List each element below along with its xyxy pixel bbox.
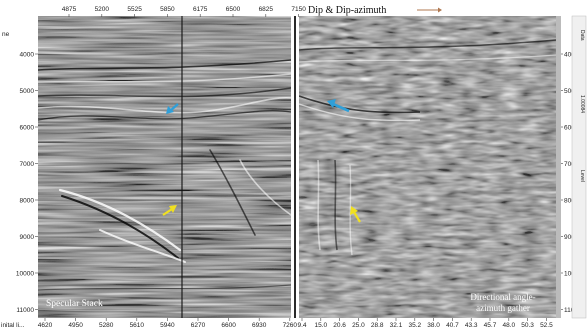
gather-tick-label: 35.2 bbox=[408, 322, 421, 329]
gather-tick-label: 15.0 bbox=[314, 322, 327, 329]
right-depth-tick-label: 5000 bbox=[564, 88, 579, 95]
gather-tick-label: 9.4 bbox=[297, 322, 306, 329]
gather-tick-label: 28.8 bbox=[371, 322, 384, 329]
bottom-tick-label: 4620 bbox=[38, 322, 53, 329]
corner-label: ne bbox=[2, 31, 10, 38]
bottom-tick-label: 5940 bbox=[160, 322, 175, 329]
depth-tick-label: 7000 bbox=[20, 161, 35, 168]
gather-tick-label: 20.6 bbox=[333, 322, 346, 329]
angle-azimuth-gather-panel bbox=[299, 16, 561, 318]
gather-tick-label: 32.1 bbox=[390, 322, 403, 329]
right-caption-line1: Directional angle- bbox=[470, 292, 535, 302]
divider-line bbox=[294, 16, 296, 318]
right-depth-tick-label: 4000 bbox=[564, 51, 579, 58]
depth-tick-label: 11000 bbox=[16, 307, 34, 314]
side-label-data: Data bbox=[579, 30, 585, 41]
side-strip bbox=[571, 15, 587, 319]
right-depth-tick-label: 9000 bbox=[564, 234, 579, 241]
bottom-tick-label: 5610 bbox=[130, 322, 145, 329]
right-depth-tick-label: 6000 bbox=[564, 124, 579, 131]
left-panel-caption: Specular Stack bbox=[46, 299, 103, 309]
specular-stack-panel bbox=[38, 16, 291, 318]
left-top-axis: 4875 5200 5525 5850 6175 6500 6825 7150 bbox=[62, 6, 306, 17]
side-label-value: 1.00084 bbox=[579, 95, 585, 113]
gather-tick-label: 50.3 bbox=[521, 322, 534, 329]
depth-tick-label: 10000 bbox=[16, 270, 34, 277]
blue-arrow-right bbox=[327, 99, 350, 113]
top-tick-label: 4875 bbox=[62, 6, 77, 13]
top-tick-label: 6500 bbox=[226, 6, 241, 13]
gather-overlay bbox=[299, 39, 556, 256]
bottom-tick-label: 6270 bbox=[191, 322, 206, 329]
blue-arrow-left bbox=[166, 103, 179, 114]
depth-tick-label: 9000 bbox=[20, 234, 35, 241]
yellow-arrow-left bbox=[162, 205, 177, 216]
side-label-level: Level bbox=[579, 170, 585, 182]
top-tick-label: 7150 bbox=[291, 6, 306, 13]
bottom-axis-label: inital li... bbox=[1, 322, 25, 329]
top-tick-label: 6825 bbox=[259, 6, 274, 13]
depth-tick-label: 5000 bbox=[20, 88, 35, 95]
right-panel-title: Dip & Dip-azimuth bbox=[308, 5, 386, 16]
depth-tick-label: 6000 bbox=[20, 124, 35, 131]
top-tick-label: 5200 bbox=[95, 6, 110, 13]
gather-tick-label: 48.0 bbox=[502, 322, 515, 329]
bottom-tick-label: 7260 bbox=[283, 322, 298, 329]
gather-tick-label: 25.0 bbox=[352, 322, 365, 329]
top-tick-label: 6175 bbox=[193, 6, 208, 13]
right-caption-line2: azimuth gather bbox=[476, 303, 530, 313]
title-arrow bbox=[417, 7, 442, 13]
top-tick-label: 5525 bbox=[127, 6, 142, 13]
yellow-arrow-right bbox=[350, 206, 361, 223]
right-depth-tick-label: 8000 bbox=[564, 197, 579, 204]
reflector-overlay bbox=[38, 59, 291, 291]
bottom-tick-label: 4950 bbox=[68, 322, 83, 329]
left-depth-axis: 4000 5000 6000 7000 8000 9000 10000 11000 bbox=[16, 51, 38, 314]
right-depth-tick-label: 7000 bbox=[564, 161, 579, 168]
depth-tick-label: 4000 bbox=[20, 51, 35, 58]
bottom-tick-label: 6930 bbox=[252, 322, 267, 329]
top-tick-label: 5850 bbox=[160, 6, 175, 13]
depth-tick-label: 8000 bbox=[20, 197, 35, 204]
gather-tick-label: 52.5 bbox=[540, 322, 553, 329]
right-bottom-axis: 9.4 15.0 20.6 25.0 28.8 32.1 35.2 38.0 40.7 43.3 4… bbox=[297, 318, 553, 329]
gather-tick-label: 45.7 bbox=[484, 322, 497, 329]
left-bottom-axis: 4620 4950 5280 5610 5940 6270 6600 6930 7260 bbox=[38, 318, 298, 329]
gather-edge bbox=[556, 16, 561, 318]
bottom-tick-label: 5280 bbox=[99, 322, 114, 329]
gather-tick-label: 43.3 bbox=[465, 322, 478, 329]
gather-tick-label: 38.0 bbox=[427, 322, 440, 329]
bottom-tick-label: 6600 bbox=[221, 322, 236, 329]
gather-tick-label: 40.7 bbox=[446, 322, 459, 329]
